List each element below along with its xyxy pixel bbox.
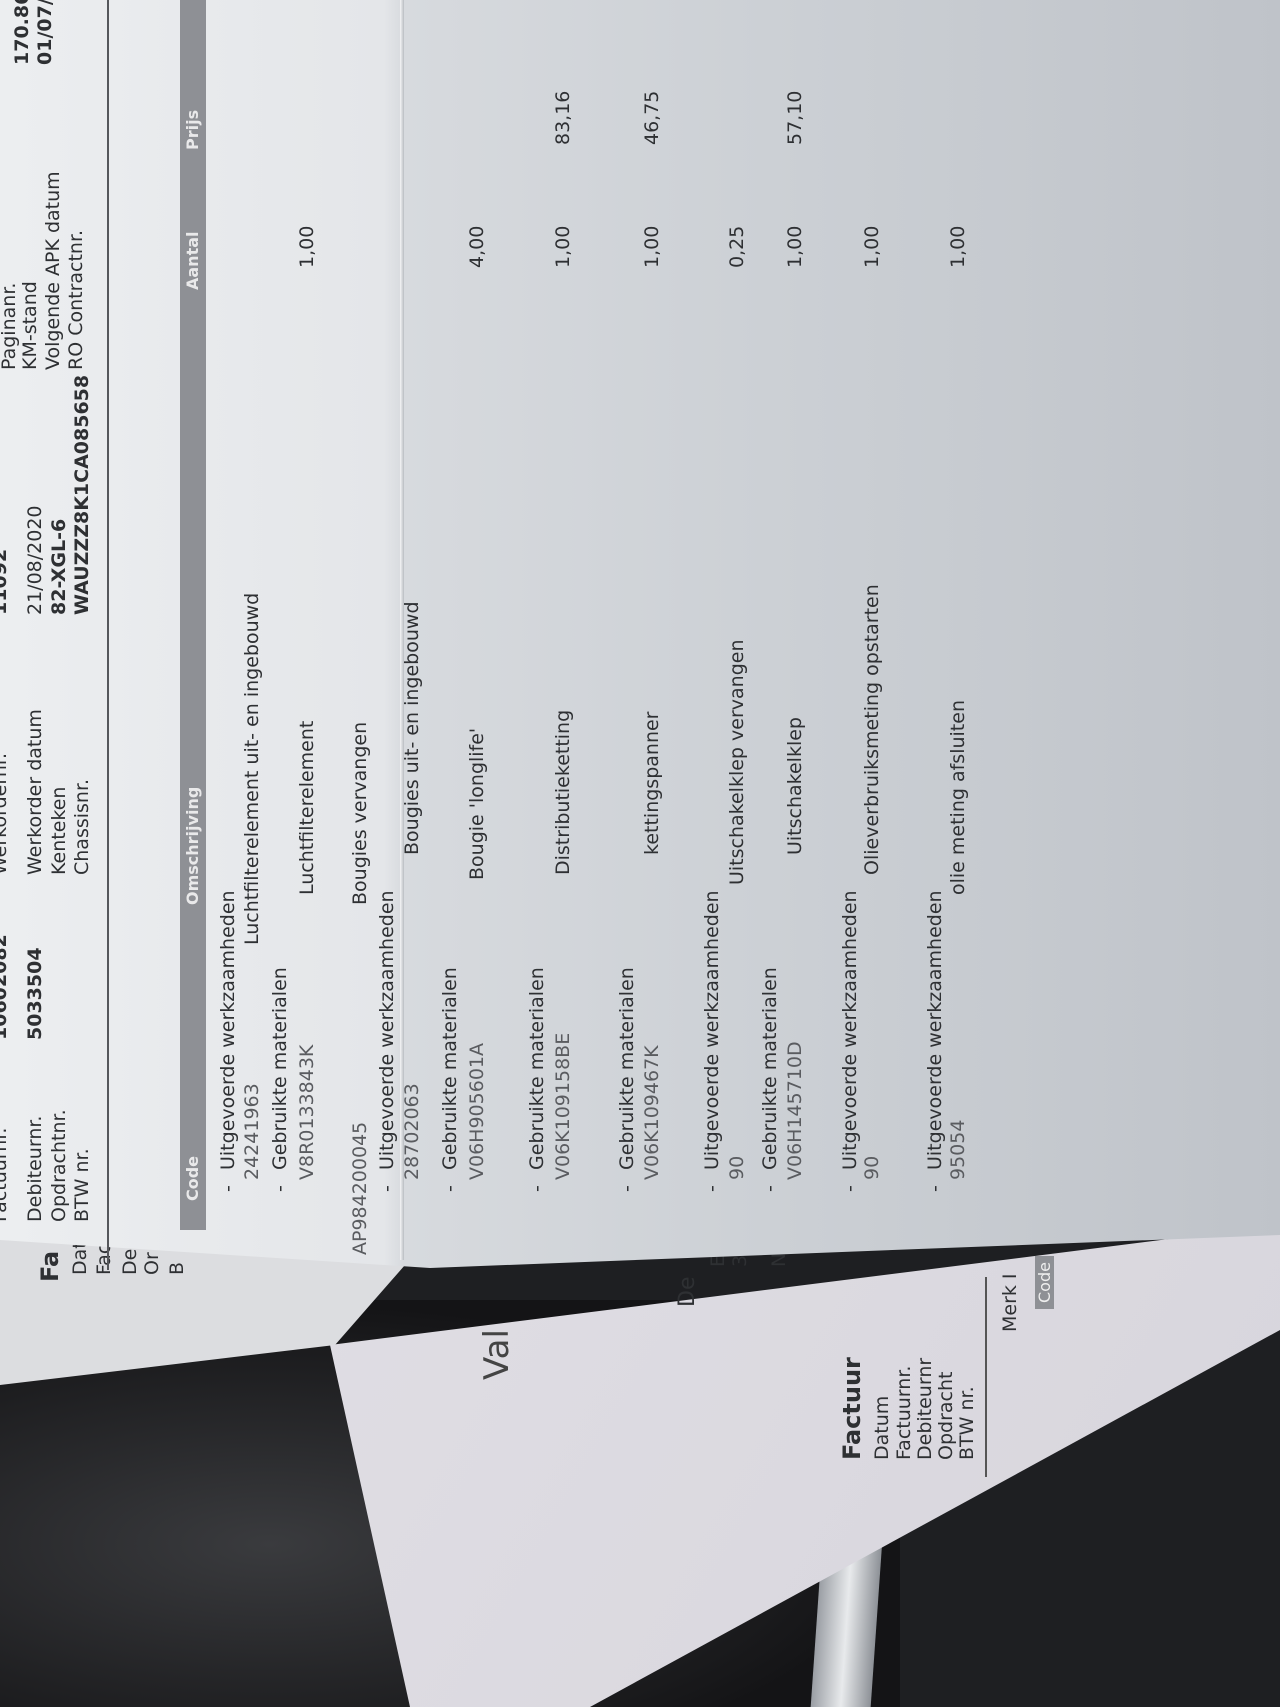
item-quantity: 4,00 [466,225,488,268]
item-description: Bougie 'longlife' [466,727,488,880]
paper-fold [400,0,404,1260]
section-heading: Gebruikte materialen [616,967,638,1170]
item-quantity: 1,00 [296,225,318,268]
column-header-prijs: Prijs [183,109,202,150]
item-code: 28702063 [401,1083,423,1180]
item-quantity: 1,00 [784,225,806,268]
item-description: olie meting afsluiten [947,700,969,895]
item-description: kettingspanner [641,711,663,855]
section-heading: Gebruikte materialen [526,967,548,1170]
item-code: 95054 [947,1119,969,1180]
item-code: 90 [726,1155,748,1180]
item-description: Distributieketting [552,709,574,875]
chassisnr-label: Chassisnr. [71,778,93,875]
werkordernr-label: Werkordernr. [0,753,11,875]
item-code: V06H905601A [466,1043,488,1180]
item-description: Uitschakelklep [784,717,806,855]
column-header-aantal: Aantal [183,231,202,291]
item-quantity: 1,00 [861,225,883,268]
item-description: Bougies uit- en ingebouwd [401,601,423,855]
werkorder-datum-label: Werkorder datum [24,709,46,875]
km-stand-value: 170.867 [11,0,33,65]
kenteken-label: Kenteken [48,786,70,875]
section-heading: Uitgevoerde werkzaamheden [376,890,398,1170]
item-description: Olieverbruiksmeting opstarten [861,584,883,875]
item-price: 46,75 [641,90,663,145]
header-divider [107,0,109,1270]
row-dash: - [839,1185,861,1192]
item-description: Luchtfilterelement [296,720,318,895]
section-heading: Uitgevoerde werkzaamheden [701,890,723,1170]
item-quantity: 1,00 [947,225,969,268]
row-dash: - [526,1185,548,1192]
row-dash: - [759,1185,781,1192]
item-quantity: 0,25 [726,225,748,268]
item-code: AP984200045 [349,1121,371,1255]
row-dash: - [376,1185,398,1192]
btw-nr-label: BTW nr. [71,1148,93,1222]
item-code: V06H145710D [784,1041,806,1180]
item-description: Luchtfilterelement uit- en ingebouwd [241,592,263,945]
item-code: V06K109467K [641,1045,663,1180]
section-heading: Gebruikte materialen [439,967,461,1170]
item-code: 90 [861,1155,883,1180]
factuurnr-value: 10602082 [0,934,11,1040]
item-code: V06K109158BE [552,1032,574,1180]
item-price: 83,16 [552,90,574,145]
section-heading: Gebruikte materialen [269,967,291,1170]
km-stand-label: KM-stand [19,281,41,370]
debiteurnr-label: Debiteurnr. [24,1115,46,1222]
item-code: 24241963 [241,1083,263,1180]
paginanr-label: Paginanr. [0,282,20,370]
section-heading: Uitgevoerde werkzaamheden [924,890,946,1170]
chassisnr-value: WAUZZZ8K1CA085658 [71,374,93,615]
item-code: V8R0133843K [296,1044,318,1180]
row-dash: - [616,1185,638,1192]
kenteken-value: 82-XGL-6 [48,518,70,615]
column-header-omschrijving: Omschrijving [183,786,202,905]
item-description: Bougies vervangen [349,721,371,905]
item-description: Uitschakelklep vervangen [726,639,748,886]
ro-contractnr-label: RO Contractnr. [65,229,87,370]
werkorder-datum-value: 21/08/2020 [24,505,46,615]
apk-datum-label: Volgende APK datum [42,171,64,370]
column-header-code: Code [183,1155,202,1201]
werkordernr-value: 11092 [0,548,11,615]
opdrachtnr-label: Opdrachtnr. [48,1109,70,1222]
section-heading: Gebruikte materialen [759,967,781,1170]
row-dash: - [701,1185,723,1192]
factuurnr-label: Factuurnr. [0,1127,11,1222]
row-dash: - [439,1185,461,1192]
item-quantity: 1,00 [641,225,663,268]
debiteurnr-value: 5033504 [24,947,46,1040]
item-quantity: 1,00 [552,225,574,268]
row-dash: - [217,1185,239,1192]
item-price: 57,10 [784,90,806,145]
section-heading: Uitgevoerde werkzaamheden [217,890,239,1170]
section-heading: Uitgevoerde werkzaamheden [839,890,861,1170]
apk-datum-value: 01/07/202 [34,0,56,65]
row-dash: - [269,1185,291,1192]
table-header-bar [180,0,206,1230]
row-dash: - [924,1185,946,1192]
